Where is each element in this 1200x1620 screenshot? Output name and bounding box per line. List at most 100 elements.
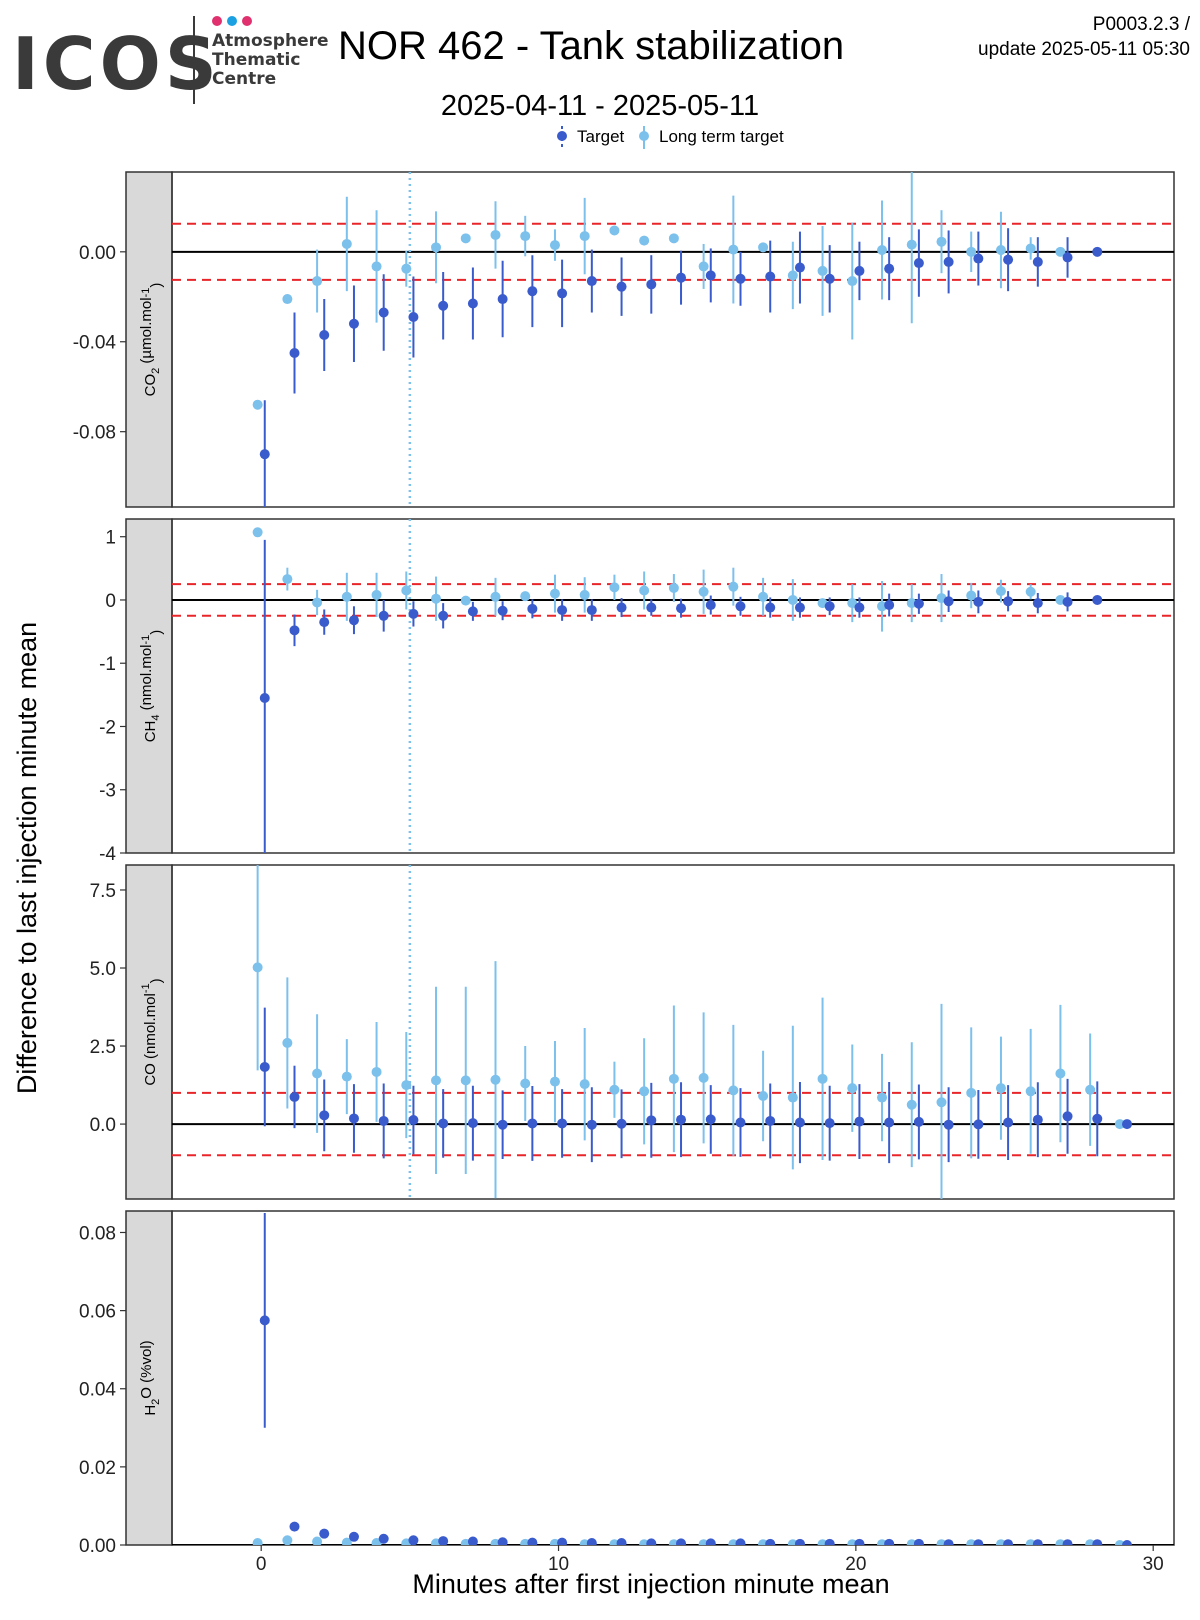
data-point (616, 1118, 627, 1129)
logo-dot (212, 16, 222, 26)
data-point (1032, 256, 1043, 267)
facet-panel: CH4 (nmol.mol-1)10-1-2-3-4 (99, 518, 1175, 865)
data-point (1003, 254, 1014, 265)
logo-subtitle-line: Atmosphere (212, 31, 329, 51)
data-point (1092, 1113, 1103, 1124)
data-point (319, 1528, 330, 1539)
update-timestamp: update 2025-05-11 05:30 (978, 39, 1190, 60)
y-tick-label: 7.5 (90, 881, 116, 902)
data-point (371, 1066, 382, 1077)
data-point (586, 1119, 597, 1130)
plot-frame (171, 171, 1175, 508)
facet-label-part: ) (148, 630, 165, 635)
data-point (676, 603, 687, 614)
y-tick-label: 0.02 (79, 1458, 116, 1479)
data-point (467, 298, 478, 309)
data-point (401, 263, 412, 274)
facet-strip (125, 171, 173, 508)
data-point (259, 693, 270, 704)
chart-legend: Target Long term target (557, 126, 784, 149)
data-point (646, 1115, 657, 1126)
data-point (527, 1537, 538, 1545)
data-point (787, 1092, 798, 1103)
data-point (312, 1068, 323, 1079)
data-point (341, 1537, 352, 1545)
data-point (616, 602, 627, 613)
series-target (259, 1212, 1133, 1545)
data-point (966, 590, 977, 601)
data-point (497, 1537, 508, 1545)
data-point (884, 600, 895, 611)
plot-frame (171, 1210, 1175, 1546)
series-long-term-target (252, 865, 1125, 1199)
data-point (289, 625, 300, 636)
data-point (1062, 1539, 1073, 1545)
data-point (936, 1097, 947, 1108)
data-point (639, 235, 650, 246)
y-tick-label: 0.00 (79, 243, 116, 264)
logo-subtitle-line: Centre (212, 69, 277, 89)
data-point (884, 1538, 895, 1545)
data-point (282, 1535, 293, 1545)
data-point (646, 1538, 657, 1545)
data-point (460, 595, 471, 606)
data-point (824, 1118, 835, 1129)
data-point (966, 1087, 977, 1098)
data-point (282, 1037, 293, 1048)
data-point (490, 1074, 501, 1085)
data-point (438, 300, 449, 311)
x-tick-label: 10 (548, 1554, 569, 1575)
data-point (557, 605, 568, 616)
data-point (609, 582, 620, 593)
data-point (312, 276, 323, 287)
y-tick-label: 0.0 (90, 1115, 116, 1136)
data-point (824, 1538, 835, 1545)
data-point (728, 1085, 739, 1096)
data-point (668, 233, 679, 244)
facet-label-part: -1 (140, 983, 152, 993)
data-point (1062, 1111, 1073, 1122)
data-point (787, 594, 798, 605)
series-target (259, 539, 1103, 853)
facet-label-part: 2 (150, 1399, 162, 1405)
data-point (371, 589, 382, 600)
data-point (378, 1115, 389, 1126)
facet-label: CO (nmol.mol-1) (140, 978, 165, 1085)
data-point (995, 245, 1006, 256)
data-point (877, 245, 888, 256)
data-point (787, 270, 798, 281)
data-point (698, 261, 709, 272)
data-point (973, 596, 984, 607)
data-point (401, 1080, 412, 1091)
data-point (1092, 1539, 1103, 1545)
logo-dot (227, 16, 237, 26)
data-point (408, 1535, 419, 1545)
legend-label: Long term target (659, 127, 784, 146)
data-point (586, 1538, 597, 1545)
data-point (348, 1531, 359, 1542)
panel-content (172, 172, 1174, 507)
data-point (1032, 598, 1043, 609)
data-point (319, 617, 330, 628)
data-point (378, 610, 389, 621)
data-point (995, 1083, 1006, 1094)
data-point (1122, 1119, 1133, 1130)
data-point (765, 1115, 776, 1126)
data-point (549, 240, 560, 251)
data-point (698, 586, 709, 597)
data-point (348, 615, 359, 626)
data-point (758, 1090, 769, 1101)
data-point (520, 231, 531, 242)
data-point (943, 1119, 954, 1130)
data-point (319, 1110, 330, 1121)
data-point (586, 605, 597, 616)
data-point (824, 273, 835, 284)
data-point (527, 286, 538, 297)
data-point (966, 246, 977, 257)
data-point (877, 1092, 888, 1103)
data-point (854, 1116, 865, 1127)
data-point (639, 585, 650, 596)
y-tick-label: 0.00 (79, 1536, 116, 1557)
data-point (735, 601, 746, 612)
data-point (906, 239, 917, 250)
